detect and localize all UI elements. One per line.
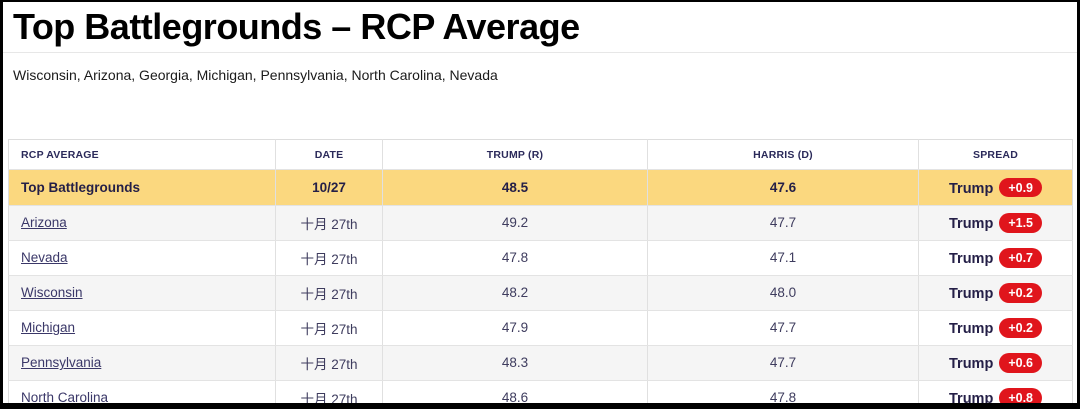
- harris-value: 47.7: [647, 205, 919, 241]
- state-link[interactable]: North Carolina: [21, 390, 109, 406]
- spread-name: Trump: [949, 251, 994, 268]
- spread-badge: +0.2: [999, 318, 1042, 338]
- state-cell: North Carolina: [8, 380, 276, 406]
- spread-badge: +0.8: [999, 388, 1042, 403]
- date-cell: 十月 27th: [275, 345, 383, 381]
- table-header-row: RCP AVERAGE DATE TRUMP (R) HARRIS (D) SP…: [8, 139, 1073, 171]
- trump-value: 47.8: [382, 240, 648, 276]
- spread-badge: +0.2: [999, 283, 1042, 303]
- page-subtitle: Wisconsin, Arizona, Georgia, Michigan, P…: [13, 67, 498, 84]
- state-cell: Pennsylvania: [8, 345, 276, 381]
- spread-name: Trump: [949, 391, 994, 408]
- summary-row: Top Battlegrounds 10/27 48.5 47.6 Trump +…: [8, 169, 1073, 206]
- state-link[interactable]: Pennsylvania: [21, 355, 102, 371]
- state-cell: Wisconsin: [8, 275, 276, 311]
- date-cell: 十月 27th: [275, 310, 383, 346]
- spread-badge: +0.9: [999, 177, 1042, 198]
- harris-value: 48.0: [647, 275, 919, 311]
- table-row: Michigan 十月 27th 47.9 47.7 Trump +0.2: [8, 310, 1073, 346]
- date-cell: 十月 27th: [275, 205, 383, 241]
- spread-cell: Trump +1.5: [918, 205, 1073, 241]
- spread-cell: Trump +0.2: [918, 310, 1073, 346]
- state-link[interactable]: Arizona: [21, 215, 67, 231]
- summary-date: 10/27: [275, 169, 383, 206]
- col-date: DATE: [275, 139, 383, 171]
- state-cell: Nevada: [8, 240, 276, 276]
- spread-name: Trump: [949, 180, 994, 197]
- state-link[interactable]: Nevada: [21, 250, 68, 266]
- page-title: Top Battlegrounds – RCP Average: [13, 6, 580, 47]
- spread-badge: +0.6: [999, 353, 1042, 373]
- summary-spread-cell: Trump +0.9: [918, 169, 1073, 206]
- trump-value: 47.9: [382, 310, 648, 346]
- state-link[interactable]: Wisconsin: [21, 285, 83, 301]
- title-block: Top Battlegrounds – RCP Average: [3, 2, 1077, 54]
- date-cell: 十月 27th: [275, 240, 383, 276]
- harris-value: 47.7: [647, 345, 919, 381]
- summary-trump-value: 48.5: [382, 169, 648, 206]
- spread-badge: +1.5: [999, 213, 1042, 233]
- col-rcp-average: RCP AVERAGE: [8, 139, 276, 171]
- state-link[interactable]: Michigan: [21, 320, 76, 336]
- table-row: North Carolina 十月 27th 48.6 47.8 Trump +0…: [8, 380, 1073, 408]
- harris-value: 47.7: [647, 310, 919, 346]
- table-row: Pennsylvania 十月 27th 48.3 47.7 Trump +0.6: [8, 345, 1073, 381]
- polling-table: RCP AVERAGE DATE TRUMP (R) HARRIS (D) SP…: [8, 139, 1073, 408]
- spread-name: Trump: [949, 356, 994, 373]
- spread-cell: Trump +0.8: [918, 380, 1073, 408]
- summary-harris-value: 47.6: [647, 169, 919, 206]
- spread-badge: +0.7: [999, 248, 1042, 268]
- table-body: Top Battlegrounds 10/27 48.5 47.6 Trump +…: [8, 169, 1073, 408]
- spread-name: Trump: [949, 286, 994, 303]
- col-spread: SPREAD: [918, 139, 1073, 171]
- trump-value: 48.6: [382, 380, 648, 403]
- spread-cell: Trump +0.6: [918, 345, 1073, 381]
- table-row: Arizona 十月 27th 49.2 47.7 Trump +1.5: [8, 205, 1073, 241]
- trump-value: 48.2: [382, 275, 648, 311]
- trump-value: 48.3: [382, 345, 648, 381]
- table-row: Nevada 十月 27th 47.8 47.1 Trump +0.7: [8, 240, 1073, 276]
- harris-value: 47.8: [647, 380, 919, 403]
- col-trump: TRUMP (R): [382, 139, 648, 171]
- col-harris: HARRIS (D): [647, 139, 919, 171]
- trump-value: 49.2: [382, 205, 648, 241]
- state-cell: Arizona: [8, 205, 276, 241]
- table-row: Wisconsin 十月 27th 48.2 48.0 Trump +0.2: [8, 275, 1073, 311]
- state-cell: Michigan: [8, 310, 276, 346]
- spread-cell: Trump +0.2: [918, 275, 1073, 311]
- date-cell: 十月 27th: [275, 380, 383, 403]
- summary-label: Top Battlegrounds: [8, 169, 276, 206]
- harris-value: 47.1: [647, 240, 919, 276]
- date-cell: 十月 27th: [275, 275, 383, 311]
- spread-cell: Trump +0.7: [918, 240, 1073, 276]
- spread-name: Trump: [949, 216, 994, 233]
- spread-name: Trump: [949, 321, 994, 338]
